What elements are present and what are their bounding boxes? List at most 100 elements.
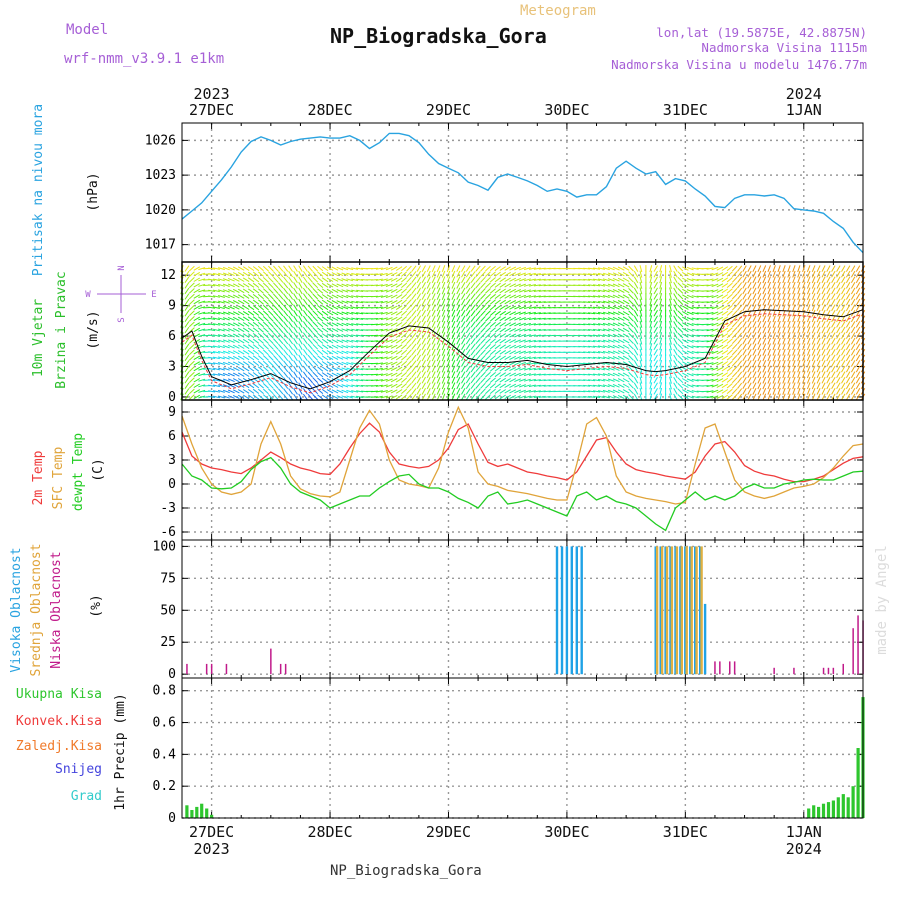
wind-arrow <box>846 299 850 305</box>
model-label: Model <box>66 22 108 38</box>
wind-arrow <box>837 310 841 316</box>
wind-arrow <box>832 372 836 378</box>
wind-arrow <box>678 372 683 377</box>
wind-arrow <box>412 389 416 395</box>
wind-arrow <box>837 377 841 383</box>
wind-arrow <box>263 328 268 333</box>
wind-arrow <box>407 355 412 360</box>
wind-arrow <box>851 321 855 327</box>
wind-arrow <box>481 288 486 293</box>
wind-arrow <box>481 300 486 305</box>
wind-arrow <box>427 377 430 383</box>
wind-arrow <box>268 322 273 327</box>
precip-bar <box>842 794 845 818</box>
wind-arrow <box>185 349 189 355</box>
wind-arrow <box>417 271 421 277</box>
coords-text: lon,lat (19.5875E, 42.8875N) <box>656 25 867 40</box>
wind-arrow <box>268 328 273 333</box>
wind-arrow <box>417 266 421 272</box>
wind-arrow <box>299 271 303 277</box>
wind-arrow <box>827 282 830 288</box>
y-tick-label: 1017 <box>145 238 176 253</box>
wind-arrow <box>466 294 470 300</box>
cloud-low-bar <box>823 668 825 674</box>
wind-arrow <box>466 389 470 395</box>
wind-arrow <box>268 355 273 360</box>
wind-arrow <box>422 360 425 366</box>
wind-arrow <box>822 344 825 350</box>
wind-arrow <box>743 321 747 327</box>
wind-arrow <box>407 266 412 271</box>
wind-arrow <box>842 271 846 277</box>
wind-arrow <box>303 294 307 300</box>
wind-arrow <box>629 294 634 299</box>
wind-arrow <box>846 294 850 300</box>
station-title: NP_Biogradska_Gora <box>330 24 547 48</box>
wind-arrow <box>258 356 263 361</box>
wind-arrow <box>743 344 747 350</box>
wind-arrow <box>732 288 737 293</box>
wind-arrow <box>313 367 318 372</box>
wind-arrow <box>471 344 475 350</box>
wind-arrow <box>856 277 860 283</box>
wind-arrow <box>263 339 268 344</box>
wind-arrow <box>846 372 850 378</box>
wind-arrow <box>466 349 470 355</box>
precip-legend-item: Snijeg <box>55 762 102 777</box>
wind-arrow <box>743 360 747 366</box>
wind-arrow <box>284 283 288 289</box>
wind-arrow <box>832 277 836 283</box>
wind-arrow <box>422 338 425 344</box>
footer-station: NP_Biogradska_Gora <box>330 863 482 879</box>
top-day-label: 30DEC <box>544 101 589 119</box>
wind-arrow <box>294 338 298 344</box>
wind-arrow <box>268 288 273 293</box>
wind-arrow <box>294 299 298 305</box>
wind-arrow <box>743 299 747 305</box>
wind-arrow <box>294 294 298 300</box>
wind-arrow <box>258 311 263 316</box>
wind-arrow <box>427 310 430 316</box>
wind-arrow <box>634 372 638 378</box>
y-tick-label: 9 <box>168 405 176 420</box>
wind-arrow <box>490 294 495 298</box>
wind-arrow <box>490 300 495 305</box>
wind-arrow <box>743 355 747 361</box>
wind-arrow <box>289 322 293 328</box>
wind-arrow <box>471 294 475 300</box>
wind-arrow <box>738 377 742 383</box>
wind-arrow <box>753 383 756 389</box>
wind-arrow <box>476 378 481 383</box>
wind-arrow <box>432 366 435 372</box>
wind-arrow <box>634 266 638 272</box>
wind-arrow <box>856 377 860 383</box>
wind-arrow <box>827 388 830 394</box>
wind-arrow <box>738 316 742 322</box>
wind-arrow <box>313 339 318 344</box>
wind-arrow <box>674 266 678 272</box>
wind-arrow <box>743 333 747 339</box>
wind-arrow <box>466 327 470 333</box>
wind-arrow <box>308 372 313 377</box>
wind-arrow <box>407 372 412 377</box>
wind-arrow <box>842 310 846 316</box>
wind-arrow <box>822 310 825 316</box>
wind-arrow <box>851 299 855 305</box>
wind-arrow <box>634 299 638 305</box>
wind-arrow <box>743 266 747 272</box>
wind-arrow <box>822 305 825 311</box>
precip-legend-item: Ukupna Kisa <box>16 687 102 702</box>
wind-arrow <box>476 288 481 293</box>
wind-arrow <box>289 361 293 367</box>
wind-arrow <box>837 282 841 288</box>
wind-arrow <box>674 316 678 322</box>
pressure-label: Pritisak na nivou mora <box>31 104 46 276</box>
wind-arrow <box>294 388 298 394</box>
cloud-mid-bar <box>671 546 673 674</box>
wind-arrow <box>732 383 737 388</box>
wind-arrow <box>678 378 683 383</box>
precip-bar <box>807 809 810 819</box>
wind-arrow <box>462 372 466 378</box>
wind-arrow <box>485 283 490 288</box>
wind-arrow <box>753 299 756 305</box>
